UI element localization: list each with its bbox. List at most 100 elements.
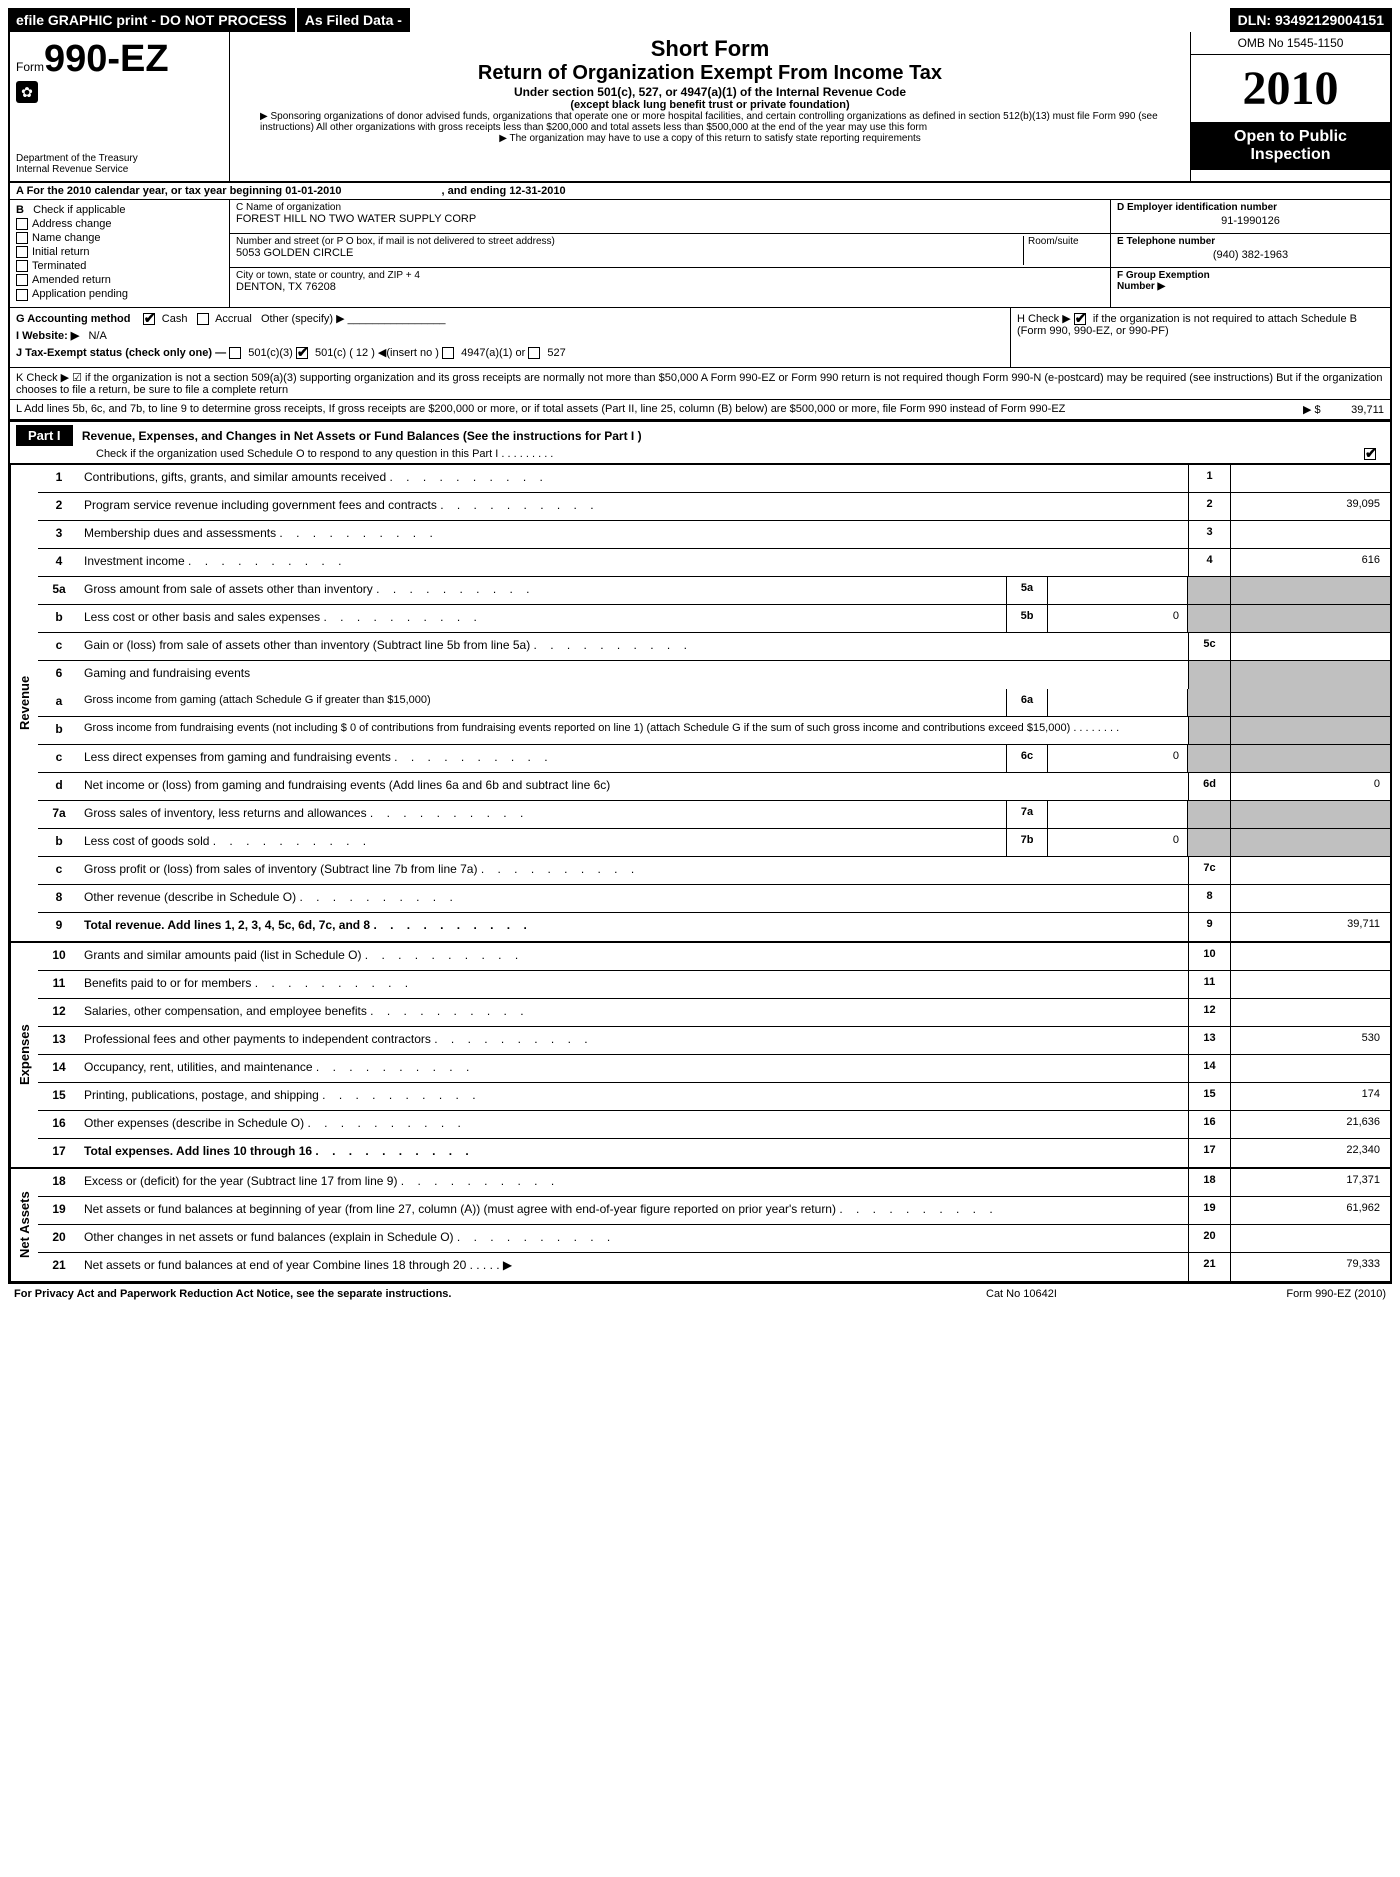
line-rval: 79,333 bbox=[1230, 1253, 1390, 1281]
row-a: A For the 2010 calendar year, or tax yea… bbox=[10, 183, 1390, 200]
line-rnum: 21 bbox=[1188, 1253, 1230, 1281]
line-desc: Benefits paid to or for members bbox=[80, 971, 1188, 998]
irs-seal-icon: ✿ bbox=[16, 81, 38, 103]
header-left: Form990-EZ ✿ Department of the Treasury … bbox=[10, 32, 230, 181]
line-18: 18 Excess or (deficit) for the year (Sub… bbox=[38, 1169, 1390, 1197]
line-6a: a Gross income from gaming (attach Sched… bbox=[38, 689, 1390, 717]
line-3: 3 Membership dues and assessments 3 bbox=[38, 521, 1390, 549]
j2-label: 501(c) ( 12 ) ◀(insert no ) bbox=[315, 347, 439, 359]
group-exempt-cell: F Group Exemption Number ▶ bbox=[1111, 268, 1390, 302]
j4-label: 527 bbox=[547, 347, 565, 359]
city-val: DENTON, TX 76208 bbox=[236, 281, 1104, 293]
line-num: 6 bbox=[38, 661, 80, 689]
line-desc: Other expenses (describe in Schedule O) bbox=[80, 1111, 1188, 1138]
line-7c: c Gross profit or (loss) from sales of i… bbox=[38, 857, 1390, 885]
line-rval bbox=[1230, 971, 1390, 998]
line-rnum-grey bbox=[1188, 829, 1230, 856]
checkbox-icon bbox=[16, 246, 28, 258]
line-desc: Less cost or other basis and sales expen… bbox=[80, 605, 1006, 632]
line-rnum: 9 bbox=[1188, 913, 1230, 941]
cb-initial[interactable]: Initial return bbox=[16, 246, 223, 258]
line-rnum-grey bbox=[1188, 801, 1230, 828]
line-rnum: 16 bbox=[1188, 1111, 1230, 1138]
line-19: 19 Net assets or fund balances at beginn… bbox=[38, 1197, 1390, 1225]
line-rval bbox=[1230, 857, 1390, 884]
line-rval bbox=[1230, 1055, 1390, 1082]
line-14: 14 Occupancy, rent, utilities, and maint… bbox=[38, 1055, 1390, 1083]
cash-checkbox[interactable] bbox=[143, 313, 155, 325]
line-desc: Less direct expenses from gaming and fun… bbox=[80, 745, 1006, 772]
check-if-label: Check if applicable bbox=[33, 204, 125, 216]
line-midnum: 6a bbox=[1006, 689, 1048, 716]
line-desc: Net assets or fund balances at end of ye… bbox=[80, 1253, 1188, 1281]
checkbox-icon bbox=[16, 260, 28, 272]
row-a-ending: , and ending 12-31-2010 bbox=[441, 185, 565, 197]
line-rval-grey bbox=[1230, 689, 1390, 716]
line-desc: Less cost of goods sold bbox=[80, 829, 1006, 856]
j4-checkbox[interactable] bbox=[528, 347, 540, 359]
website-val: N/A bbox=[88, 330, 106, 342]
line-8: 8 Other revenue (describe in Schedule O)… bbox=[38, 885, 1390, 913]
cb-pending[interactable]: Application pending bbox=[16, 288, 223, 300]
line-desc: Program service revenue including govern… bbox=[80, 493, 1188, 520]
revenue-side-label: Revenue bbox=[10, 465, 38, 941]
irs-label: Internal Revenue Service bbox=[16, 164, 223, 175]
col-b-header: B Check if applicable bbox=[16, 204, 223, 216]
line-rval-grey bbox=[1230, 577, 1390, 604]
cash-label: Cash bbox=[162, 313, 188, 325]
line-rval: 22,340 bbox=[1230, 1139, 1390, 1167]
cb-terminated[interactable]: Terminated bbox=[16, 260, 223, 272]
line-num: 14 bbox=[38, 1055, 80, 1082]
accrual-checkbox[interactable] bbox=[197, 313, 209, 325]
line-desc: Gross income from fundraising events (no… bbox=[80, 717, 1188, 744]
initial-label: Initial return bbox=[32, 246, 89, 258]
line-desc: Net income or (loss) from gaming and fun… bbox=[80, 773, 1188, 800]
inspection-badge: Open to Public Inspection bbox=[1191, 122, 1390, 170]
line-midval bbox=[1048, 577, 1188, 604]
checkbox-icon bbox=[16, 274, 28, 286]
j3-checkbox[interactable] bbox=[442, 347, 454, 359]
line-num: 1 bbox=[38, 465, 80, 492]
checkbox-icon bbox=[16, 218, 28, 230]
line-10: 10 Grants and similar amounts paid (list… bbox=[38, 943, 1390, 971]
expenses-section: Expenses 10 Grants and similar amounts p… bbox=[8, 943, 1392, 1169]
line-midval: 0 bbox=[1048, 605, 1188, 632]
cb-amended[interactable]: Amended return bbox=[16, 274, 223, 286]
line-rval-grey bbox=[1230, 829, 1390, 856]
l-text: L Add lines 5b, 6c, and 7b, to line 9 to… bbox=[16, 403, 1224, 416]
line-num: 3 bbox=[38, 521, 80, 548]
h-checkbox[interactable] bbox=[1074, 313, 1086, 325]
sched-o-checkbox[interactable] bbox=[1364, 448, 1380, 460]
sub2: (except black lung benefit trust or priv… bbox=[240, 99, 1180, 111]
cb-addr-change[interactable]: Address change bbox=[16, 218, 223, 230]
line-9: 9 Total revenue. Add lines 1, 2, 3, 4, 5… bbox=[38, 913, 1390, 941]
line-rnum: 18 bbox=[1188, 1169, 1230, 1196]
line-rval-grey bbox=[1230, 717, 1390, 744]
line-num: 17 bbox=[38, 1139, 80, 1167]
gij-left: G Accounting method Cash Accrual Other (… bbox=[10, 308, 1010, 367]
line-rval-grey bbox=[1230, 661, 1390, 689]
line-num: 9 bbox=[38, 913, 80, 941]
line-rnum: 15 bbox=[1188, 1083, 1230, 1110]
line-rnum: 2 bbox=[1188, 493, 1230, 520]
line-16: 16 Other expenses (describe in Schedule … bbox=[38, 1111, 1390, 1139]
j-label: J Tax-Exempt status (check only one) — bbox=[16, 347, 226, 359]
line-17: 17 Total expenses. Add lines 10 through … bbox=[38, 1139, 1390, 1167]
line-desc: Contributions, gifts, grants, and simila… bbox=[80, 465, 1188, 492]
sponsor-note: ▶ Sponsoring organizations of donor advi… bbox=[240, 111, 1180, 133]
j1-label: 501(c)(3) bbox=[248, 347, 293, 359]
cb-name-change[interactable]: Name change bbox=[16, 232, 223, 244]
line-5c: c Gain or (loss) from sale of assets oth… bbox=[38, 633, 1390, 661]
line-num: 4 bbox=[38, 549, 80, 576]
street-label: Number and street (or P O box, if mail i… bbox=[236, 236, 1017, 247]
line-5a: 5a Gross amount from sale of assets othe… bbox=[38, 577, 1390, 605]
line-6c: c Less direct expenses from gaming and f… bbox=[38, 745, 1390, 773]
accrual-label: Accrual bbox=[215, 313, 252, 325]
form-prefix: Form bbox=[16, 60, 44, 74]
line-rval: 61,962 bbox=[1230, 1197, 1390, 1224]
j2-checkbox[interactable] bbox=[296, 347, 308, 359]
line-midval: 0 bbox=[1048, 829, 1188, 856]
line-midnum: 6c bbox=[1006, 745, 1048, 772]
j1-checkbox[interactable] bbox=[229, 347, 241, 359]
line-rval: 616 bbox=[1230, 549, 1390, 576]
